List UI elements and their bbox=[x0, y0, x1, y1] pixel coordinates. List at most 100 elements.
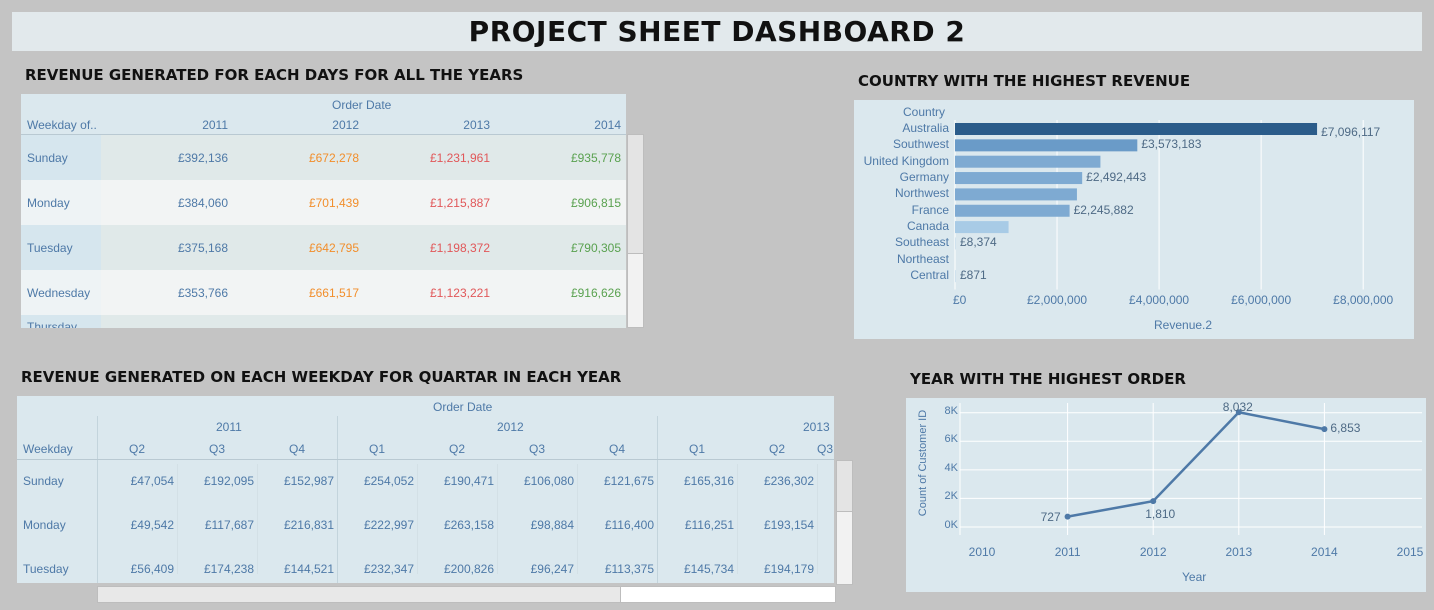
table1-cell: £1,198,372 bbox=[429, 241, 490, 255]
table2-year-2012[interactable]: 2012 bbox=[497, 420, 524, 434]
country-x-tick: £2,000,000 bbox=[1027, 293, 1088, 307]
country-bar-value-label: £871 bbox=[960, 268, 987, 283]
country-bar[interactable] bbox=[955, 139, 1138, 152]
table2-cell-divider bbox=[737, 464, 738, 574]
table1-cell: £1,123,221 bbox=[429, 286, 490, 300]
table2-cell: £236,302 bbox=[763, 474, 814, 488]
country-category-label: Germany bbox=[899, 170, 949, 185]
table2-h-scrollbar-thumb[interactable] bbox=[98, 587, 621, 602]
table2-cell-divider bbox=[577, 464, 578, 574]
table1-row-header[interactable]: Weekday of.. bbox=[27, 118, 97, 132]
table1-scrollbar[interactable] bbox=[627, 134, 644, 328]
table2-quarter-header[interactable]: Q2 bbox=[448, 442, 465, 456]
table2-year-2011[interactable]: 2011 bbox=[216, 420, 242, 434]
table2-quarter-header[interactable]: Q4 bbox=[288, 442, 305, 456]
table2-h-scrollbar[interactable] bbox=[97, 586, 836, 603]
order-count-label: 6,853 bbox=[1330, 421, 1361, 436]
table1-col-2013[interactable]: 2013 bbox=[463, 118, 490, 132]
table1-day-label: Thursday bbox=[27, 320, 78, 328]
table1-row-header-cell bbox=[21, 225, 101, 270]
table2-year-2013[interactable]: 2013 bbox=[803, 420, 830, 434]
table2-row[interactable]: Tuesday £56,409 £174,238 £144,521 £232,347 £2… bbox=[17, 548, 834, 583]
table1-row[interactable]: Thursday bbox=[21, 315, 626, 328]
table2-quarter-header[interactable]: Q2 bbox=[768, 442, 785, 456]
table2-v-scrollbar[interactable] bbox=[836, 460, 853, 585]
table2-quarter-header[interactable]: Q3 bbox=[816, 442, 833, 456]
table2-quarter-header[interactable]: Q3 bbox=[208, 442, 225, 456]
table1-cell: £1,231,961 bbox=[429, 151, 490, 165]
year-x-tick: 2015 bbox=[1396, 545, 1424, 559]
country-x-tick: £6,000,000 bbox=[1231, 293, 1292, 307]
table2-header-divider bbox=[17, 459, 834, 460]
year-x-tick: 2013 bbox=[1225, 545, 1253, 559]
order-count-point[interactable] bbox=[1321, 426, 1328, 433]
table2-row[interactable]: Sunday £47,054 £192,095 £152,987 £254,052 £19… bbox=[17, 460, 834, 504]
country-category-label: Northeast bbox=[896, 251, 949, 266]
year-y-tick: 4K bbox=[944, 461, 958, 474]
table1-row[interactable]: Wednesday £353,766 £661,517 £1,123,221 £916,… bbox=[21, 270, 626, 315]
year-y-tick: 0K bbox=[944, 519, 958, 531]
table2-quarter-header[interactable]: Q2 bbox=[128, 442, 145, 456]
table1-column-group: Order Date bbox=[332, 98, 392, 112]
order-count-point[interactable] bbox=[1235, 409, 1242, 416]
country-bar[interactable] bbox=[955, 155, 1101, 168]
country-bar[interactable] bbox=[955, 221, 1009, 234]
table1-col-2014[interactable]: 2014 bbox=[594, 118, 621, 132]
table2-title: REVENUE GENERATED ON EACH WEEKDAY FOR QU… bbox=[21, 368, 622, 386]
table2-cell: £145,734 bbox=[683, 562, 734, 576]
table2-cell: £194,179 bbox=[763, 562, 814, 576]
country-bar[interactable] bbox=[955, 237, 956, 250]
table2-cell-divider bbox=[177, 464, 178, 574]
table1-row[interactable]: Monday £384,060 £701,439 £1,215,887 £906,815 bbox=[21, 180, 626, 225]
table1-cell: £701,439 bbox=[308, 196, 359, 210]
country-category-label: Central bbox=[910, 268, 949, 283]
table2-column-group: Order Date bbox=[433, 400, 493, 414]
table2-cell: £47,054 bbox=[130, 474, 174, 488]
country-bar[interactable] bbox=[955, 123, 1318, 135]
table2-cell-divider bbox=[497, 464, 498, 574]
table1-day-label: Wednesday bbox=[27, 286, 91, 300]
country-bar[interactable] bbox=[955, 188, 1077, 201]
table1-col-2012[interactable]: 2012 bbox=[332, 118, 359, 132]
country-category-label: United Kingdom bbox=[863, 153, 949, 168]
country-x-axis-title: Revenue.2 bbox=[1154, 318, 1213, 332]
table2-cell: £165,316 bbox=[683, 474, 734, 488]
table1-scrollbar-thumb[interactable] bbox=[628, 135, 643, 254]
order-count-point[interactable] bbox=[1150, 498, 1157, 505]
table2-cell: £98,884 bbox=[530, 518, 574, 532]
country-chart-title: COUNTRY WITH THE HIGHEST REVENUE bbox=[858, 72, 1191, 90]
table1-title: REVENUE GENERATED FOR EACH DAYS FOR ALL … bbox=[25, 66, 524, 84]
table1-row-header-cell bbox=[21, 135, 101, 180]
order-count-line[interactable] bbox=[1067, 410, 1325, 518]
table1-day-label: Monday bbox=[27, 196, 70, 210]
table2-cell: £190,471 bbox=[443, 474, 494, 488]
order-count-point[interactable] bbox=[1064, 513, 1071, 520]
country-category-label: Canada bbox=[906, 219, 949, 234]
table1-row[interactable]: Tuesday £375,168 £642,795 £1,198,372 £790,30… bbox=[21, 225, 626, 270]
table2-quarter-header[interactable]: Q3 bbox=[528, 442, 545, 456]
year-y-tick: 2K bbox=[944, 490, 958, 503]
table2-row-header[interactable]: Weekday bbox=[23, 442, 73, 456]
table2-v-scrollbar-thumb[interactable] bbox=[837, 461, 852, 512]
country-bar[interactable] bbox=[955, 204, 1070, 217]
year-x-tick: 2011 bbox=[1054, 545, 1081, 559]
table2-row[interactable]: Monday £49,542 £117,687 £216,831 £222,997 £26… bbox=[17, 504, 834, 548]
table2-cell: £216,831 bbox=[283, 518, 334, 532]
country-bar[interactable] bbox=[955, 172, 1083, 185]
table1-cell: £906,815 bbox=[570, 196, 621, 210]
table2-quarter-header[interactable]: Q1 bbox=[368, 442, 385, 456]
country-bar[interactable] bbox=[955, 270, 956, 283]
table2-year-divider bbox=[337, 416, 338, 583]
table2-cell: £56,409 bbox=[130, 562, 174, 576]
table2-quarter-header[interactable]: Q4 bbox=[608, 442, 625, 456]
table1-row[interactable]: Sunday £392,136 £672,278 £1,231,961 £935,778 bbox=[21, 135, 626, 180]
table1-cell: £384,060 bbox=[177, 196, 228, 210]
table2-cell-divider bbox=[417, 464, 418, 574]
table1-row-header-cell bbox=[21, 270, 101, 315]
table2-day-label: Tuesday bbox=[23, 562, 69, 576]
table1-cell: £661,517 bbox=[308, 286, 359, 300]
table2-quarter-header[interactable]: Q1 bbox=[688, 442, 705, 456]
table1-cell: £672,278 bbox=[308, 151, 359, 165]
country-bar-value-label: £7,096,117 bbox=[1321, 125, 1381, 139]
table1-col-2011[interactable]: 2011 bbox=[202, 118, 228, 132]
